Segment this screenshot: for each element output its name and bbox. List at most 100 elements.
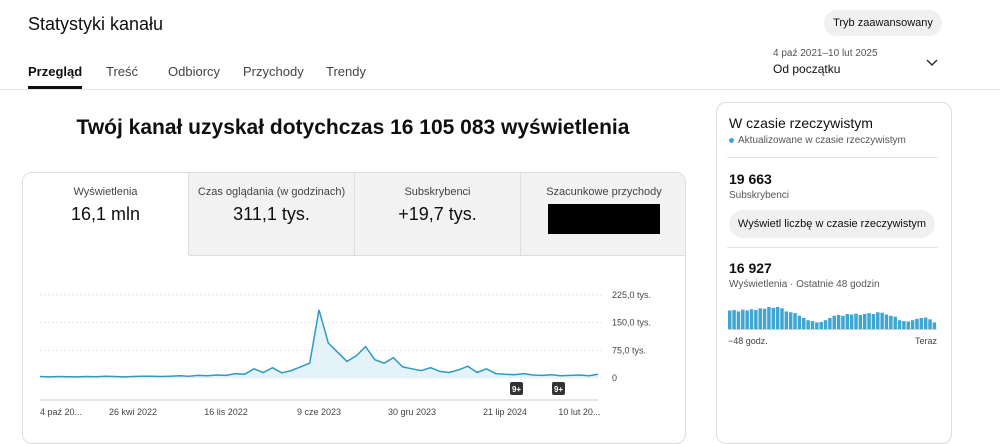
line [39, 309, 599, 378]
divider [727, 157, 938, 158]
bar [876, 312, 880, 329]
y-tick-label: 225,0 tys. [612, 290, 651, 300]
x-tick-label: 10 lut 20... [558, 407, 600, 417]
bar [802, 318, 806, 329]
y-tick-label: 0 [612, 373, 617, 383]
bar [788, 312, 793, 329]
bar [762, 308, 767, 329]
bar [884, 314, 889, 329]
metric[interactable]: Wyświetlenia 16,1 mln [23, 173, 189, 255]
bar [910, 320, 915, 329]
annotation: 9+ [512, 385, 521, 394]
views-label: Wyświetlenia · Ostatnie 48 godzin [729, 279, 880, 290]
bar [928, 319, 932, 329]
charts: 0 75,0 tys. 150,0 tys. 225,0 tys. 4 paź 20..… [39, 290, 938, 417]
bar [845, 314, 850, 329]
bar [841, 315, 845, 329]
bar [819, 321, 823, 329]
x-tick-label: 16 lis 2022 [204, 407, 248, 417]
bar [828, 318, 832, 329]
chevron[interactable] [926, 58, 938, 68]
bar [862, 314, 867, 329]
bar [780, 308, 784, 329]
realtime-panel: W czasie rzeczywistym Aktualizowane w cz… [716, 102, 952, 444]
x-tick-label: 9 cze 2023 [297, 407, 341, 417]
bar [806, 320, 810, 329]
tab[interactable]: Przegląd [28, 64, 83, 89]
area [40, 309, 598, 378]
metric-label: Szacunkowe przychody [546, 186, 662, 198]
metric-value: +19,7 tys. [398, 204, 477, 224]
x-tick-label: −48 godz. [728, 336, 768, 346]
bar [793, 313, 797, 329]
bar [767, 307, 771, 329]
divider [0, 89, 1000, 90]
page: Statystyki kanału Przegląd Treść Odbiorc… [0, 10, 1000, 444]
divider [727, 247, 938, 248]
bar [732, 310, 736, 329]
bar [854, 313, 858, 329]
metric[interactable]: Szacunkowe przychody [521, 173, 685, 256]
bar [867, 313, 871, 329]
bar [810, 321, 815, 329]
bar [849, 314, 854, 329]
headline: Twój kanał uzyskał dotychczas 16 105 083… [76, 116, 630, 139]
metrics-card: Wyświetlenia 16,1 mln Czas oglądania (w g… [22, 172, 686, 444]
x-tick-label: 26 kwi 2022 [109, 407, 157, 417]
tab[interactable]: Odbiorcy [168, 64, 221, 79]
realtime-title: W czasie rzeczywistym [729, 115, 873, 131]
x-tick-label: Teraz [915, 336, 938, 346]
metric[interactable]: Subskrybenci +19,7 tys. [355, 173, 521, 256]
metric-label: Czas oglądania (w godzinach) [197, 186, 346, 198]
bar [736, 311, 741, 329]
period[interactable]: Od początku [773, 62, 841, 76]
bar [754, 310, 758, 329]
mode-button[interactable]: Tryb zaawansowany [824, 10, 942, 36]
metric-label: Wyświetlenia [73, 186, 138, 198]
metric[interactable]: Czas oglądania (w godzinach) 311,1 tys. [189, 173, 355, 256]
views: 16 927 [729, 260, 772, 276]
metric-value: 16,1 mln [70, 204, 141, 224]
metric-label: Subskrybenci [404, 186, 471, 198]
date-range: 4 paź 2021–10 lut 2025 [773, 48, 878, 59]
annotation-badge [510, 382, 523, 395]
x-tick-label: 4 paź 20... [40, 407, 82, 417]
bar [758, 308, 762, 329]
status-dot [729, 137, 734, 143]
bar [919, 318, 924, 329]
bar [797, 315, 802, 329]
bar [823, 320, 828, 329]
bar [897, 320, 902, 329]
bar [784, 311, 789, 329]
bar [858, 314, 863, 329]
subscribers-label: Subskrybenci [729, 190, 790, 201]
bar [923, 317, 928, 329]
subscribers: 19 663 [729, 171, 772, 187]
bar [906, 321, 911, 329]
tab[interactable]: Trendy [326, 64, 366, 79]
metric-value: 311,1 tys. [233, 204, 310, 224]
annotation: 9+ [554, 385, 563, 394]
bar [741, 309, 745, 329]
bar [728, 310, 732, 329]
bar [815, 322, 819, 329]
bar [832, 315, 836, 329]
bar [932, 322, 937, 329]
bar [880, 312, 884, 329]
bar [902, 321, 906, 329]
page-title: Statystyki kanału [28, 14, 164, 34]
bar [749, 309, 754, 329]
bar [893, 316, 897, 329]
tab[interactable]: Treść [106, 64, 139, 79]
bar [871, 314, 876, 329]
bar [889, 315, 893, 329]
redaction [548, 204, 660, 234]
bar [771, 307, 776, 329]
bar [745, 310, 749, 329]
bar [915, 318, 919, 329]
x-tick-label: 30 gru 2023 [388, 407, 436, 417]
tab[interactable]: Przychody [243, 64, 304, 79]
realtime-button[interactable]: Wyświetl liczbę w czasie rzeczywistym [729, 210, 935, 238]
annotation-badge [552, 382, 565, 395]
bar [775, 307, 780, 329]
